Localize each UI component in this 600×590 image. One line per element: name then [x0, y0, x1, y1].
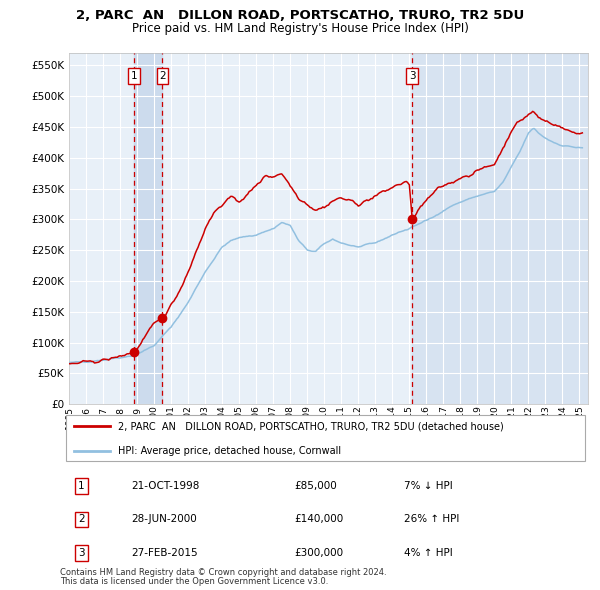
Text: 3: 3 — [78, 548, 85, 558]
Text: 28-JUN-2000: 28-JUN-2000 — [131, 514, 197, 525]
Text: 26% ↑ HPI: 26% ↑ HPI — [404, 514, 460, 525]
Text: 4% ↑ HPI: 4% ↑ HPI — [404, 548, 453, 558]
Text: 27-FEB-2015: 27-FEB-2015 — [131, 548, 198, 558]
Text: £300,000: £300,000 — [294, 548, 343, 558]
FancyBboxPatch shape — [65, 415, 586, 461]
Text: This data is licensed under the Open Government Licence v3.0.: This data is licensed under the Open Gov… — [60, 577, 328, 586]
Text: 3: 3 — [409, 71, 415, 81]
Text: 2, PARC  AN   DILLON ROAD, PORTSCATHO, TRURO, TR2 5DU: 2, PARC AN DILLON ROAD, PORTSCATHO, TRUR… — [76, 9, 524, 22]
Text: Contains HM Land Registry data © Crown copyright and database right 2024.: Contains HM Land Registry data © Crown c… — [60, 568, 386, 577]
Text: Price paid vs. HM Land Registry's House Price Index (HPI): Price paid vs. HM Land Registry's House … — [131, 22, 469, 35]
Text: 7% ↓ HPI: 7% ↓ HPI — [404, 481, 453, 491]
Bar — [134, 53, 163, 404]
Text: £140,000: £140,000 — [294, 514, 343, 525]
Text: HPI: Average price, detached house, Cornwall: HPI: Average price, detached house, Corn… — [118, 445, 341, 455]
Text: 21-OCT-1998: 21-OCT-1998 — [131, 481, 200, 491]
Bar — [412, 53, 588, 404]
Text: 1: 1 — [78, 481, 85, 491]
Text: £85,000: £85,000 — [294, 481, 337, 491]
Text: 2: 2 — [78, 514, 85, 525]
Text: 2, PARC  AN   DILLON ROAD, PORTSCATHO, TRURO, TR2 5DU (detached house): 2, PARC AN DILLON ROAD, PORTSCATHO, TRUR… — [118, 421, 504, 431]
Text: 2: 2 — [159, 71, 166, 81]
Text: 1: 1 — [131, 71, 137, 81]
